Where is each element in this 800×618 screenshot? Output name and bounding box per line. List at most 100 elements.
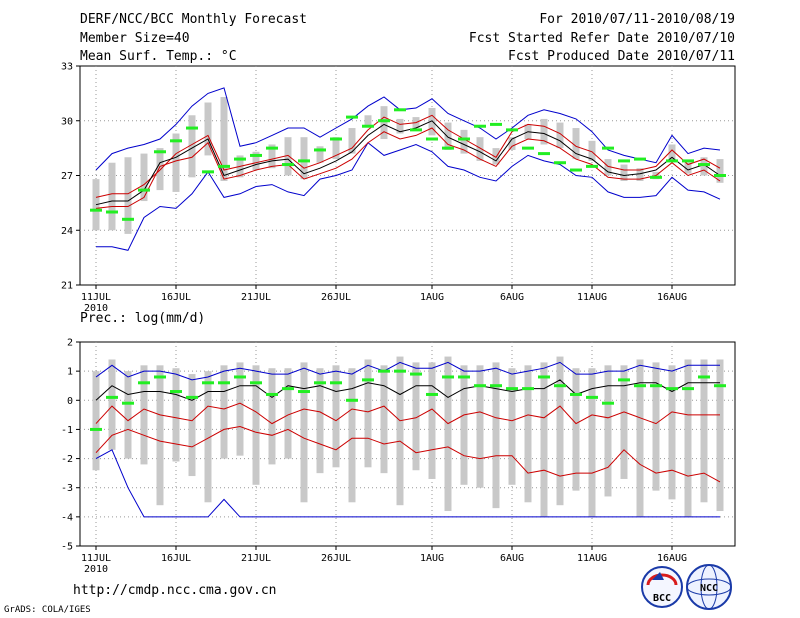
temp-observed-marker <box>266 146 278 150</box>
temp-box <box>348 128 356 154</box>
prec-box <box>316 368 324 474</box>
prec-box <box>124 371 132 459</box>
temp-observed-marker <box>138 188 150 192</box>
prec-observed-marker <box>234 375 246 379</box>
temp-observed-marker <box>330 137 342 141</box>
prec-box <box>652 362 660 491</box>
temp-observed-marker <box>442 146 454 150</box>
temp-xtick-label: 26JUL <box>321 292 351 303</box>
prec-year-label: 2010 <box>84 564 108 575</box>
temp-observed-marker <box>490 122 502 126</box>
prec-observed-marker <box>90 427 102 431</box>
temp-box <box>156 148 164 191</box>
temp-observed-marker <box>282 163 294 167</box>
temp-observed-marker <box>394 108 406 112</box>
prec-box <box>636 359 644 517</box>
member-size-label: Member Size=40 <box>80 31 190 46</box>
prec-box <box>428 362 436 479</box>
prec-xtick-label: 6AUG <box>500 553 524 564</box>
temp-box <box>332 137 340 160</box>
temp-box <box>108 162 116 231</box>
temp-xtick-label: 1AUG <box>420 292 444 303</box>
prec-observed-marker <box>138 381 150 385</box>
prec-observed-marker <box>202 381 214 385</box>
source-url[interactable]: http://cmdp.ncc.cma.gov.cn <box>73 583 277 598</box>
prec-box <box>92 371 100 471</box>
prec-observed-marker <box>586 395 598 399</box>
prec-box <box>204 371 212 503</box>
temp-box <box>620 164 628 181</box>
temp-box <box>508 137 516 150</box>
prec-ensemble-max-line <box>95 361 720 381</box>
prec-observed-marker <box>426 392 438 396</box>
prec-chart: -5 -4 -3 -2 -1 0 1 2 11JUL 16JUL 21JUL 26JUL 1AUG 6AU… <box>61 338 736 575</box>
prec-lowest-spread-line <box>95 425 721 483</box>
prec-xtick-label: 26JUL <box>321 553 351 564</box>
prec-observed-marker <box>410 372 422 376</box>
temp-xtick-label: 6AUG <box>500 292 524 303</box>
prec-box <box>684 359 692 517</box>
chart-title: DERF/NCC/BCC Monthly Forecast <box>80 12 307 27</box>
temp-observed-marker <box>234 157 246 161</box>
prec-observed-marker <box>714 384 726 388</box>
prec-observed-marker <box>394 369 406 373</box>
prec-observed-marker <box>538 375 550 379</box>
temp-ytick-label: 33 <box>61 62 73 73</box>
temp-box <box>284 137 292 176</box>
temp-observed-marker <box>714 174 726 177</box>
prec-box <box>396 356 404 506</box>
prec-box <box>668 365 676 500</box>
temp-box <box>300 137 308 180</box>
prec-observed-marker <box>314 381 326 385</box>
prec-xtick-label: 16JUL <box>161 553 191 564</box>
prec-ensemble-min-line <box>95 449 720 518</box>
prec-observed-marker <box>602 401 614 405</box>
temp-box <box>316 146 324 163</box>
prec-box <box>332 365 340 468</box>
temp-observed-marker <box>298 159 310 163</box>
temp-observed-marker <box>314 148 326 152</box>
temp-box <box>636 168 644 181</box>
prec-observed-marker <box>186 395 198 399</box>
temp-ytick-label: 30 <box>61 116 73 127</box>
temp-observed-marker <box>426 137 438 141</box>
prec-observed-marker <box>634 384 646 388</box>
temp-observed-marker <box>538 152 550 156</box>
temp-observed-marker <box>122 217 134 221</box>
temp-observed-marker <box>202 170 214 174</box>
temp-upper-spread-line <box>95 114 721 198</box>
temp-ytick-label: 27 <box>61 171 73 182</box>
temp-observed-marker <box>218 164 230 168</box>
temp-observed-marker <box>554 161 566 165</box>
prec-observed-marker <box>282 387 294 391</box>
produced-date-label: Fcst Produced Date 2010/07/11 <box>508 49 735 64</box>
prec-box <box>220 365 228 459</box>
prec-observed-marker <box>682 387 694 391</box>
temp-box <box>604 159 612 176</box>
prec-ytick-label: 0 <box>67 396 73 407</box>
temp-observed-marker <box>346 115 358 119</box>
prec-observed-marker <box>218 381 230 385</box>
temp-box <box>252 151 260 171</box>
temp-observed-marker <box>522 146 534 150</box>
prec-observed-marker <box>490 384 502 388</box>
temp-observed-marker <box>586 164 598 168</box>
temp-observed-marker <box>458 137 470 141</box>
temp-chart: 21 24 27 30 33 11JUL 16JUL 21JUL 26JUL 1AUG 6AUG 11… <box>61 62 736 314</box>
temp-ensemble-min-line <box>96 141 721 251</box>
temp-box <box>380 106 388 139</box>
temp-box <box>572 128 580 160</box>
prec-box <box>236 362 244 456</box>
prec-observed-marker <box>298 390 310 394</box>
prec-observed-marker <box>330 381 342 385</box>
prec-observed-marker <box>346 398 358 402</box>
temp-box <box>364 115 372 127</box>
temp-ensemble-max-line <box>95 87 721 171</box>
temp-lower-spread-line <box>95 127 721 209</box>
temp-xtick-label: 16JUL <box>161 292 191 303</box>
prec-box <box>716 359 724 512</box>
prec-ytick-label: 1 <box>67 367 73 378</box>
prec-observed-marker <box>666 387 678 391</box>
temp-box <box>476 137 484 161</box>
prec-box <box>604 365 612 497</box>
